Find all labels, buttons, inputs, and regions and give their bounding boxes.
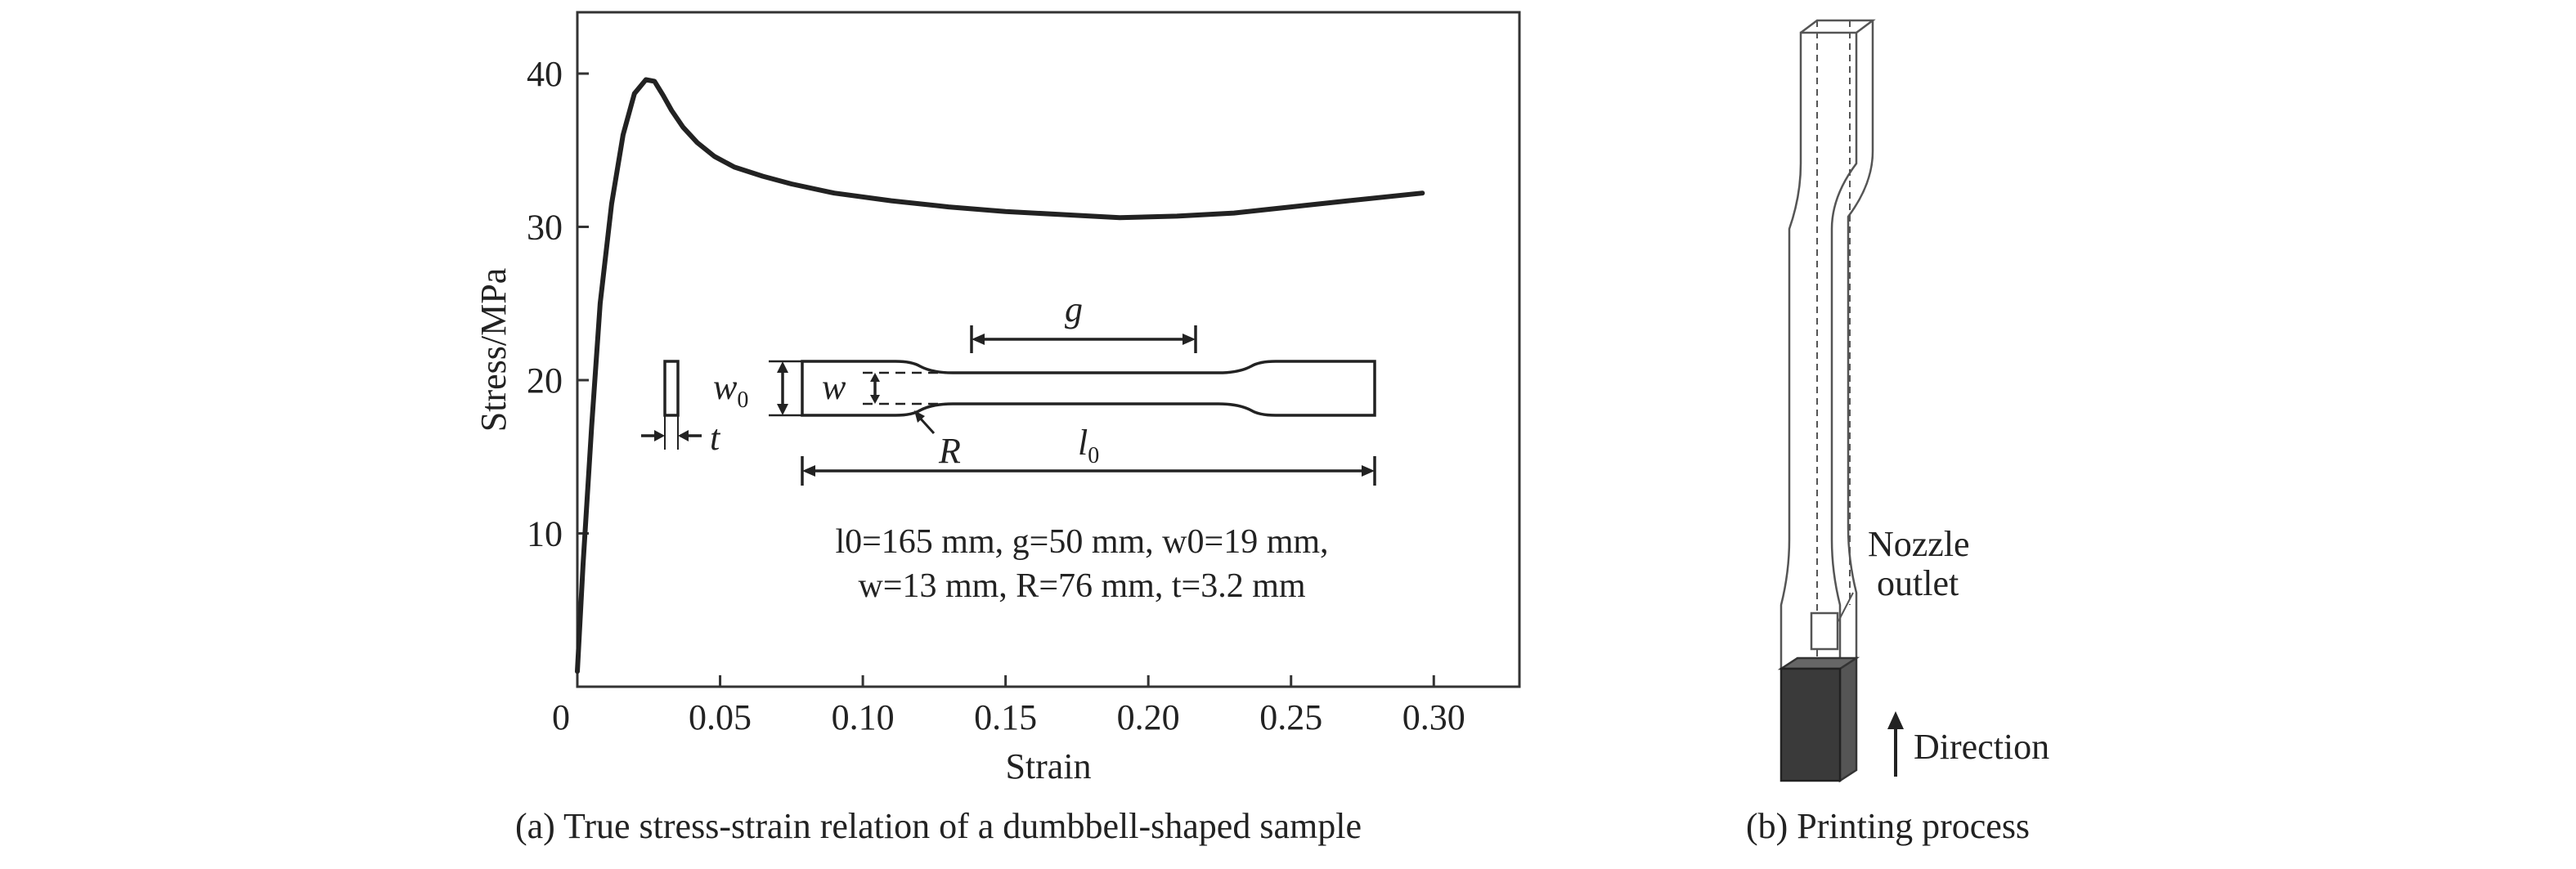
w-arrowhead-bottom xyxy=(870,395,880,404)
x-tick-label: 0.20 xyxy=(1117,697,1180,737)
x-tick-label: 0.05 xyxy=(689,697,752,737)
nozzle-outlet xyxy=(1810,611,1839,651)
x-tick-label: 0.10 xyxy=(832,697,895,737)
specimen-side-view xyxy=(663,360,680,417)
plot-frame xyxy=(576,11,1521,688)
printing-process-illustration xyxy=(1777,19,1904,783)
stress-strain-curve xyxy=(575,77,1425,674)
label-t: t xyxy=(710,418,721,458)
thickness-arrowhead-left xyxy=(654,430,665,441)
y-tick-label: 10 xyxy=(527,514,563,554)
inset-parameters: l0=165 mm, g=50 mm, w0=19 mm, w=13 mm, R… xyxy=(835,523,1328,605)
x-axis-label: Strain xyxy=(1005,746,1091,786)
label-R: R xyxy=(938,431,961,471)
x-tick-label: 0.15 xyxy=(974,697,1037,737)
nozzle-label-line-1: Nozzle xyxy=(1868,524,1970,564)
label-l0: l0 xyxy=(1078,423,1099,468)
radius-arrowhead xyxy=(914,410,925,423)
specimen-front-face xyxy=(1779,31,1858,670)
specimen-side-face xyxy=(1800,19,1876,670)
label-w: w xyxy=(822,367,846,407)
label-g: g xyxy=(1065,289,1083,329)
printed-portion-side xyxy=(1838,656,1858,783)
nozzle-outlet-leader xyxy=(1838,592,1854,622)
parameter-line-1: l0=165 mm, g=50 mm, w0=19 mm, xyxy=(835,523,1328,561)
x-tick-label: 0 xyxy=(552,697,570,737)
x-tick-label: 0.25 xyxy=(1259,697,1322,737)
w-arrowhead-top xyxy=(870,373,880,382)
parameter-line-2: w=13 mm, R=76 mm, t=3.2 mm xyxy=(858,567,1305,605)
x-tick-label: 0.30 xyxy=(1402,697,1465,737)
l0-arrowhead-left xyxy=(802,465,815,477)
y-tick-label: 30 xyxy=(527,208,563,248)
direction-label: Direction xyxy=(1914,727,2049,767)
specimen-dimension-inset xyxy=(641,325,1376,486)
x-axis-ticks: 0 0.05 0.10 0.15 0.20 0.25 0.30 xyxy=(552,675,1465,737)
caption-a: (a) True stress-strain relation of a dum… xyxy=(515,806,1362,846)
w0-arrowhead-top xyxy=(777,361,788,373)
stress-strain-chart: 0 0.05 0.10 0.15 0.20 0.25 0.30 10 20 30 40 Strai… xyxy=(473,11,1521,786)
g-arrowhead-left xyxy=(972,334,985,345)
inset-labels: g w0 w R l0 t xyxy=(710,289,1099,471)
y-axis-label: Stress/MPa xyxy=(473,268,514,432)
l0-arrowhead-right xyxy=(1362,465,1375,477)
y-axis-ticks: 10 20 30 40 xyxy=(527,54,589,554)
caption-b: (b) Printing process xyxy=(1746,806,2031,846)
direction-arrowhead xyxy=(1887,711,1904,729)
y-tick-label: 20 xyxy=(527,361,563,401)
label-w0: w0 xyxy=(713,367,748,413)
w0-arrowhead-bottom xyxy=(777,404,788,415)
nozzle-label-line-2: outlet xyxy=(1877,563,1959,603)
g-arrowhead-right xyxy=(1183,334,1196,345)
y-tick-label: 40 xyxy=(527,54,563,94)
panel-b-labels: Nozzle outlet Direction xyxy=(1868,524,2049,767)
thickness-arrowhead-right xyxy=(678,430,689,441)
printed-portion-front xyxy=(1779,667,1842,782)
dumbbell-outline xyxy=(801,360,1376,417)
